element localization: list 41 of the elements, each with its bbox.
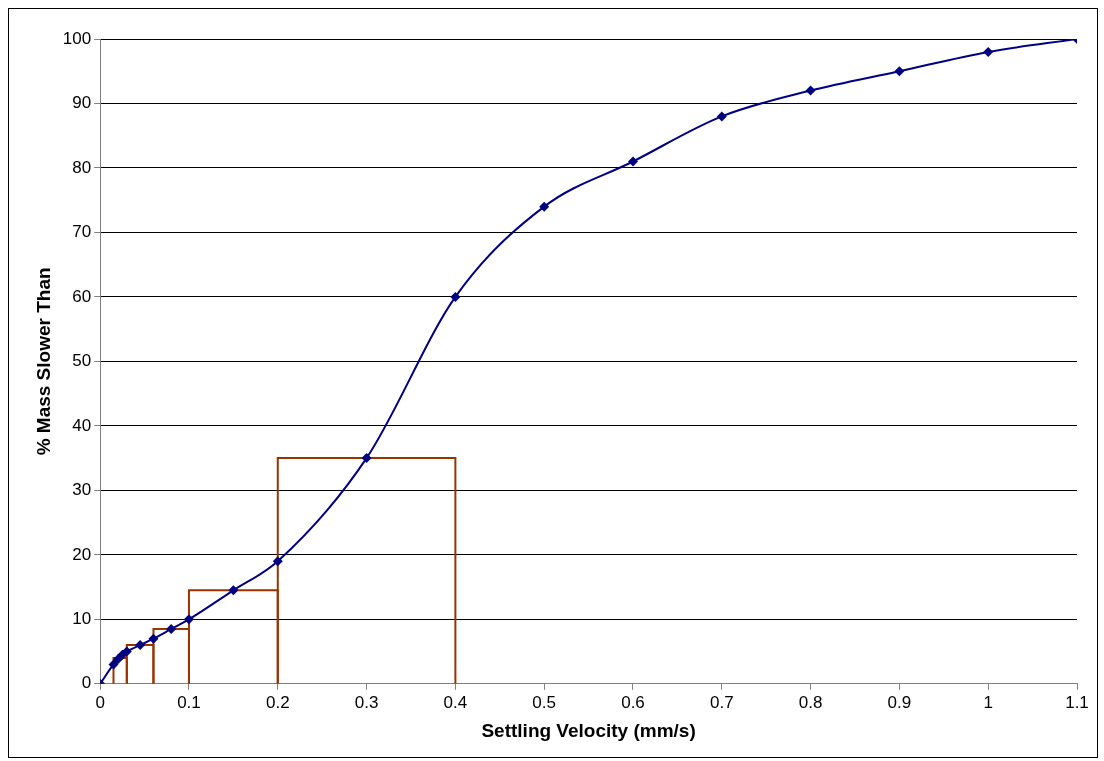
y-tick-label: 60 [72,286,92,306]
x-tick-label: 1.1 [1065,692,1089,712]
x-tick-label: 0 [95,692,105,712]
y-tick-label: 70 [72,222,92,242]
point [716,111,727,122]
x-tick-label: 0.6 [621,692,645,712]
x-tick-label: 0.9 [887,692,912,712]
x-axis-title: Settling Velocity (mm/s) [481,719,696,741]
point [183,614,194,625]
x-tick-label: 0.5 [532,692,556,712]
point [983,46,994,57]
y-axis-title: % Mass Slower Than [32,267,54,456]
point [361,453,372,464]
point [450,291,461,302]
point [539,201,550,212]
x-tick-label: 0.8 [798,692,823,712]
point [112,654,123,665]
x-tick-label: 0.2 [265,692,290,712]
x-tick-label: 1 [983,692,993,712]
y-tick-label: 10 [72,609,92,629]
point [894,66,905,77]
x-tick-label: 0.1 [177,692,201,712]
y-tick-label: 80 [72,157,92,177]
y-tick-label: 30 [72,480,92,500]
y-tick-label: 40 [72,415,92,435]
x-tick-label: 0.4 [443,692,468,712]
point [108,659,119,670]
y-tick-label: 90 [72,93,92,113]
x-tick-label: 0.7 [709,692,734,712]
x-tick-label: 0.3 [354,692,379,712]
point [272,556,283,567]
point [166,623,177,634]
y-tick-label: 50 [72,351,92,371]
y-tick-label: 0 [81,673,92,693]
y-tick-label: 20 [72,544,92,564]
y-tick-label: 100 [62,28,92,48]
point [627,156,638,167]
point [135,640,146,651]
point [148,633,159,644]
point [805,85,816,96]
point [228,585,239,596]
